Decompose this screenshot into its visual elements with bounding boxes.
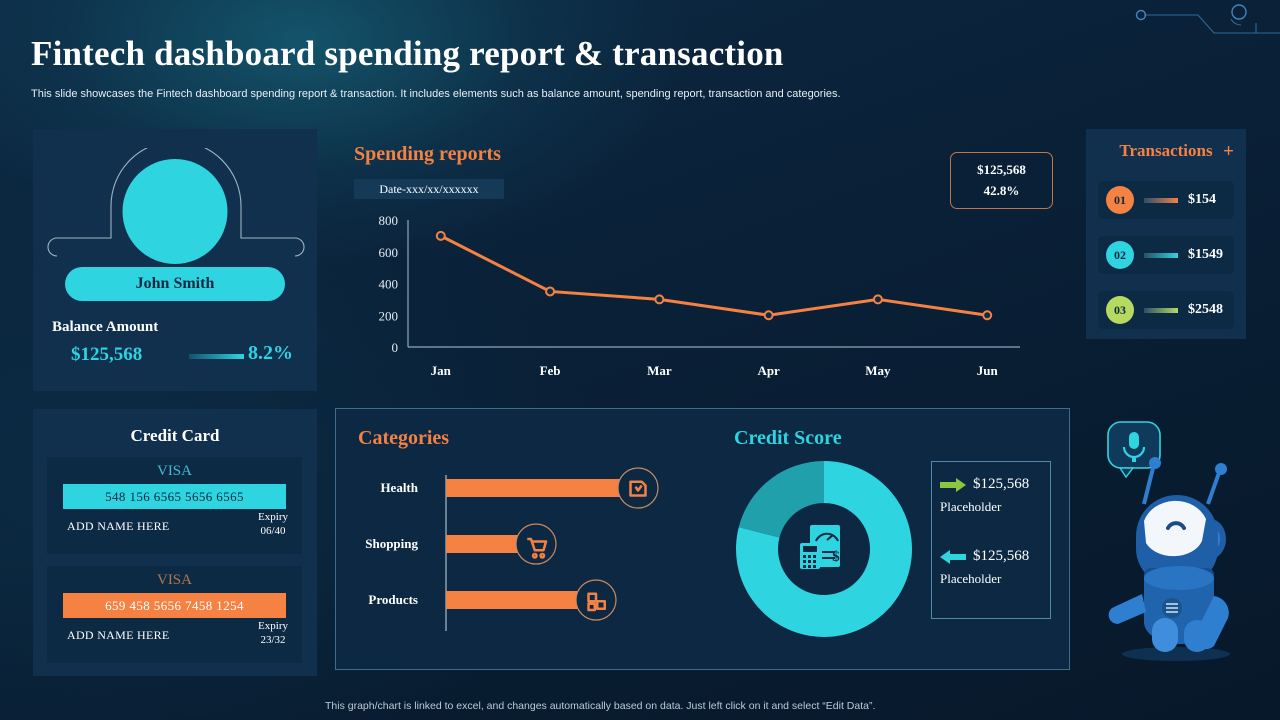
svg-text:600: 600: [379, 245, 399, 260]
transaction-index-badge: 02: [1106, 241, 1134, 269]
transactions-panel: Transactions + 01 $154 02 $1549 03 $2548: [1086, 129, 1246, 339]
profile-card: John Smith Balance Amount $125,568 8.2%: [33, 129, 317, 391]
transaction-bar: [1144, 197, 1178, 203]
products-icon: [587, 592, 606, 612]
health-icon: [629, 480, 647, 497]
avatar: [122, 159, 228, 264]
circuit-decoration-icon: [1135, 4, 1280, 34]
svg-text:800: 800: [379, 213, 399, 228]
transaction-amount: $2548: [1188, 302, 1223, 317]
page-title: Fintech dashboard spending report & tran…: [31, 34, 784, 73]
svg-text:200: 200: [379, 308, 399, 323]
card-expiry: Expiry 06/40: [258, 511, 288, 539]
card-expiry-label: Expiry: [258, 511, 288, 523]
categories-bar-chart: [445, 467, 659, 631]
chest-emblem-icon: [1162, 598, 1182, 618]
credit-card-item[interactable]: VISA 659 458 5656 7458 1254 ADD NAME HER…: [47, 566, 302, 663]
legend-value: $125,568: [973, 476, 1030, 492]
card-brand: VISA: [156, 572, 192, 588]
balance-amount-label: Balance Amount: [52, 319, 159, 335]
transaction-row[interactable]: 03 $2548: [1098, 291, 1234, 329]
transaction-row[interactable]: 01 $154: [1098, 181, 1234, 219]
svg-text:Apr: Apr: [757, 363, 780, 378]
categories-credit-score-panel: Categories Credit Score $ $125,568 Place…: [335, 408, 1070, 670]
transaction-bar: [1144, 307, 1178, 313]
legend-sublabel: Placeholder: [940, 499, 1002, 514]
microphone-bubble-icon: [1107, 421, 1161, 479]
card-expiry-value: 23/32: [260, 633, 286, 646]
invoice-report-icon: $: [800, 525, 840, 569]
card-number: 548 156 6565 5656 6565: [63, 484, 286, 509]
svg-text:Feb: Feb: [540, 363, 561, 378]
transactions-title: Transactions: [1119, 141, 1213, 160]
spending-amount-badge: $125,568 42.8%: [950, 152, 1053, 209]
badge-amount: $125,568: [977, 162, 1026, 177]
spending-reports-section: Spending reports Date-xxx/xx/xxxxxx $125…: [340, 135, 1070, 390]
transaction-bar: [1144, 252, 1178, 258]
card-expiry: Expiry 23/32: [258, 620, 288, 648]
svg-text:Mar: Mar: [647, 363, 672, 378]
svg-text:0: 0: [392, 340, 399, 355]
donut-slice: [736, 461, 912, 637]
legend-sublabel: Placeholder: [940, 571, 1002, 586]
balance-sparkline: [189, 354, 244, 359]
svg-text:Jan: Jan: [431, 363, 452, 378]
balance-amount-value: $125,568: [71, 344, 143, 365]
transaction-amount: $1549: [1188, 247, 1223, 262]
avatar-arch-decoration-icon: [47, 148, 305, 257]
balance-percent: 8.2%: [248, 342, 293, 364]
footer-note: This graph/chart is linked to excel, and…: [325, 700, 876, 712]
card-brand: VISA: [156, 463, 192, 479]
robot-mascot-illustration: [1107, 421, 1230, 661]
legend-item: $125,568 Placeholder: [940, 548, 1048, 587]
page-subtitle: This slide showcases the Fintech dashboa…: [31, 88, 841, 100]
credit-card-panel: Credit Card VISA 548 156 6565 5656 6565 …: [33, 409, 317, 676]
svg-text:$: $: [832, 549, 840, 565]
category-label: Shopping: [365, 536, 418, 551]
credit-score-legend: $125,568 Placeholder $125,568 Placeholde…: [931, 461, 1051, 619]
transaction-row[interactable]: 02 $1549: [1098, 236, 1234, 274]
credit-card-item[interactable]: VISA 548 156 6565 5656 6565 ADD NAME HER…: [47, 457, 302, 554]
card-expiry-value: 06/40: [260, 524, 286, 537]
transaction-index-badge: 03: [1106, 296, 1134, 324]
category-label: Health: [380, 480, 418, 495]
transaction-index-badge: 01: [1106, 186, 1134, 214]
legend-item: $125,568 Placeholder: [940, 476, 1048, 515]
svg-text:400: 400: [379, 277, 399, 292]
badge-percent: 42.8%: [983, 183, 1020, 198]
shopping-cart-icon: [527, 537, 548, 559]
arrow-left-icon: [940, 549, 966, 564]
profile-name: John Smith: [65, 267, 285, 301]
spending-line-chart: 0 200 400 600 800 Jan Feb Mar Apr May Jun: [379, 213, 1020, 378]
donut-slice: [738, 461, 824, 538]
credit-card-title: Credit Card: [130, 426, 220, 445]
svg-text:Jun: Jun: [977, 363, 999, 378]
svg-text:May: May: [865, 363, 891, 378]
card-holder-name: ADD NAME HERE: [67, 519, 170, 533]
credit-score-donut-chart: $: [736, 461, 912, 637]
credit-score-title: Credit Score: [734, 427, 842, 449]
add-transaction-button[interactable]: +: [1223, 141, 1234, 162]
legend-value: $125,568: [973, 548, 1030, 564]
card-number: 659 458 5656 7458 1254: [63, 593, 286, 618]
card-expiry-label: Expiry: [258, 620, 288, 632]
card-holder-name: ADD NAME HERE: [67, 628, 170, 642]
categories-title: Categories: [358, 427, 450, 449]
date-chip[interactable]: Date-xxx/xx/xxxxxx: [354, 179, 504, 199]
transaction-amount: $154: [1188, 192, 1216, 207]
arrow-right-icon: [940, 477, 966, 492]
category-label: Products: [368, 592, 418, 607]
spending-reports-title: Spending reports: [354, 143, 501, 165]
